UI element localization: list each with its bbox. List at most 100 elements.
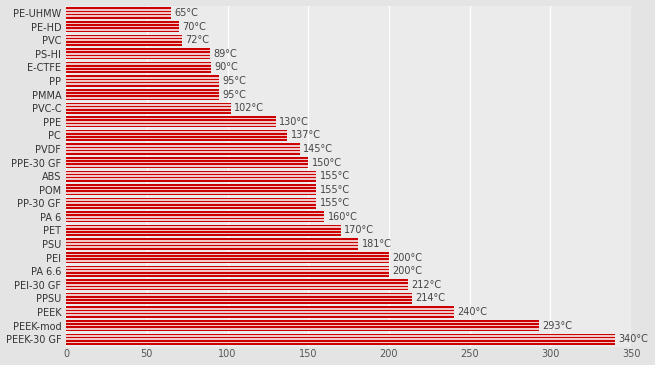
Bar [66,83,219,85]
Bar [66,267,389,269]
Bar [66,136,288,138]
Text: 214°C: 214°C [415,293,445,303]
Bar [66,299,411,301]
Text: 70°C: 70°C [182,22,206,32]
Bar [66,35,182,36]
Bar [66,227,341,228]
Text: 212°C: 212°C [411,280,441,290]
Bar [66,325,539,326]
Bar [66,160,309,162]
Bar [66,213,324,215]
Bar [66,94,219,95]
Text: 340°C: 340°C [618,334,648,344]
Text: 170°C: 170°C [344,226,374,235]
Bar [66,279,408,281]
Bar [66,284,408,286]
Bar [66,296,411,297]
Bar [66,174,316,175]
Bar [66,328,539,330]
Bar [66,293,411,295]
Bar [66,92,219,94]
Bar [66,11,171,12]
Bar [66,21,179,23]
Bar [66,15,171,17]
Bar [66,311,453,313]
Bar [66,104,231,106]
Bar [66,151,300,153]
Bar [66,233,341,234]
Bar [66,307,453,308]
Bar [66,266,389,267]
Bar [66,191,316,192]
Bar [66,72,212,73]
Bar [66,221,324,222]
Bar [66,301,411,302]
Bar [66,338,615,340]
Bar [66,145,300,146]
Bar [66,180,316,182]
Bar [66,146,300,148]
Bar [66,314,453,316]
Bar [66,219,324,221]
Bar [66,340,615,342]
Text: 155°C: 155°C [320,185,350,195]
Text: 240°C: 240°C [457,307,487,317]
Text: 150°C: 150°C [312,158,341,168]
Bar [66,139,288,141]
Bar [66,240,358,242]
Bar [66,322,539,323]
Bar [66,286,408,287]
Bar [66,184,316,186]
Bar [66,245,358,246]
Bar [66,107,231,109]
Bar [66,138,288,139]
Bar [66,55,210,56]
Bar [66,199,316,201]
Bar [66,238,358,240]
Bar [66,289,408,291]
Bar [66,7,171,9]
Text: 181°C: 181°C [362,239,392,249]
Bar [66,58,210,59]
Bar [66,254,389,255]
Bar [66,76,219,77]
Bar [66,260,389,262]
Bar [66,17,171,19]
Bar [66,243,358,245]
Bar [66,215,324,216]
Bar [66,121,276,123]
Bar [66,231,341,233]
Bar [66,170,316,172]
Bar [66,48,210,50]
Bar [66,91,219,92]
Bar [66,198,316,199]
Bar [66,175,316,177]
Bar [66,126,276,127]
Bar [66,9,171,11]
Bar [66,143,300,145]
Bar [66,206,316,207]
Bar [66,166,309,168]
Bar [66,80,219,82]
Bar [66,135,288,136]
Bar [66,99,219,100]
Text: 65°C: 65°C [174,8,198,18]
Bar [66,39,182,41]
Bar [66,330,539,331]
Bar [66,310,453,311]
Bar [66,158,309,160]
Bar [66,258,389,260]
Bar [66,302,411,304]
Bar [66,27,179,29]
Bar [66,26,179,27]
Bar [66,272,389,274]
Bar [66,252,389,254]
Bar [66,56,210,58]
Bar [66,51,210,53]
Bar [66,82,219,83]
Bar [66,203,316,204]
Bar [66,201,316,203]
Bar [66,106,231,107]
Bar [66,343,615,345]
Text: 200°C: 200°C [392,266,422,276]
